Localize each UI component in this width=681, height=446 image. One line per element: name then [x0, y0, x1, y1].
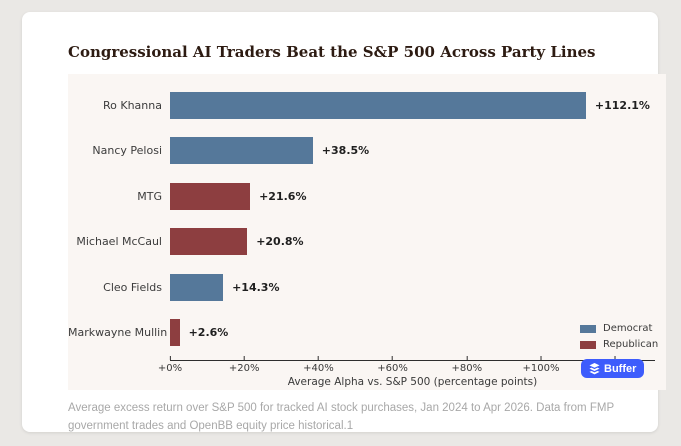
- chart-title: Congressional AI Traders Beat the S&P 50…: [68, 43, 596, 61]
- chart-caption: Average excess return over S&P 500 for t…: [68, 402, 614, 432]
- bar-category-label: Michael McCaul: [76, 235, 162, 248]
- x-tick-label: +80%: [451, 363, 483, 374]
- x-axis-title: Average Alpha vs. S&P 500 (percentage po…: [287, 376, 538, 388]
- bar-row: Nancy Pelosi +38.5%: [68, 137, 666, 164]
- chart-card: Congressional AI Traders Beat the S&P 50…: [22, 12, 666, 432]
- buffer-button-label: Buffer: [604, 362, 637, 375]
- tick-mark: [614, 356, 616, 360]
- x-axis-tick: +80%: [451, 356, 482, 374]
- bar-markwayne-mullin: [170, 319, 180, 346]
- bar-value-label: +2.6%: [188, 326, 229, 339]
- x-tick-label: +20%: [228, 363, 260, 374]
- legend-item-democrat: Democrat: [580, 323, 658, 334]
- x-axis-line: [170, 360, 655, 361]
- bar-category-label: Ro Khanna: [103, 98, 162, 112]
- plot-area: Ro Khanna +112.1% Nancy Pelosi +38.5% MT…: [68, 74, 666, 390]
- bar-michael-mccaul: [170, 228, 248, 255]
- x-tick-label: +0%: [157, 363, 183, 374]
- bar-row: Markwayne Mullin +2.6%: [68, 319, 666, 346]
- legend: Democrat Republican: [580, 323, 658, 350]
- bar-value-label: +112.1%: [594, 98, 650, 112]
- bar-value-label: +14.3%: [232, 280, 280, 294]
- legend-label: Republican: [603, 339, 659, 350]
- bar-category-label: MTG: [137, 189, 162, 203]
- x-tick-label: +40%: [303, 363, 334, 374]
- bar-value-label: +38.5%: [321, 144, 370, 157]
- tick-mark: [466, 356, 468, 360]
- tick-mark: [169, 356, 171, 360]
- x-axis-tick: +20%: [228, 356, 260, 374]
- bar-ro-khanna: [170, 91, 586, 119]
- x-axis-tick: +100%: [522, 356, 560, 374]
- legend-label: Democrat: [603, 323, 653, 334]
- bar-category-label: Cleo Fields: [103, 280, 162, 294]
- x-tick-label: +100%: [522, 363, 560, 374]
- buffer-brand-button[interactable]: Buffer: [581, 359, 645, 378]
- bar-nancy-pelosi: [170, 137, 313, 164]
- bar-row: Ro Khanna +112.1%: [68, 91, 666, 119]
- tick-mark: [317, 356, 319, 360]
- buffer-logo-icon: [589, 362, 600, 375]
- x-tick-label: +60%: [377, 363, 408, 374]
- tick-mark: [243, 356, 245, 360]
- bar-cleo-fields: [170, 273, 224, 301]
- democrat-swatch: [580, 324, 596, 333]
- tick-mark: [540, 356, 542, 360]
- x-axis-tick: +0%: [158, 356, 182, 374]
- tick-mark: [392, 356, 394, 360]
- republican-swatch: [580, 340, 596, 349]
- legend-item-republican: Republican: [580, 339, 658, 350]
- bar-row: Cleo Fields +14.3%: [68, 273, 666, 301]
- bar-mtg: [170, 182, 251, 210]
- bar-category-label: Nancy Pelosi: [92, 144, 162, 157]
- x-axis-tick: +40%: [303, 356, 334, 374]
- bar-row: Michael McCaul +20.8%: [68, 228, 666, 255]
- bar-category-label: Markwayne Mullin: [68, 326, 168, 339]
- bar-value-label: +20.8%: [256, 235, 304, 248]
- bar-row: MTG +21.6%: [68, 182, 666, 210]
- x-axis-tick: +60%: [377, 356, 408, 374]
- bar-value-label: +21.6%: [259, 189, 307, 203]
